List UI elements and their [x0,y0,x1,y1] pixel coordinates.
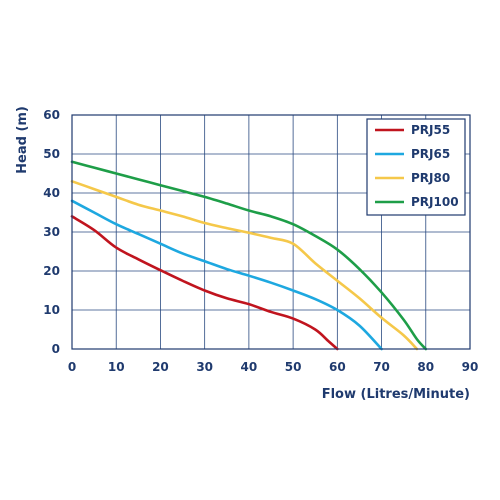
x-axis-title: Flow (Litres/Minute) [322,387,470,402]
x-tick-label: 10 [108,360,125,374]
y-tick-label: 50 [43,147,60,161]
x-tick-label: 50 [285,360,302,374]
x-tick-label: 70 [373,360,390,374]
legend-label-prj65: PRJ65 [411,147,450,161]
x-tick-label: 80 [417,360,434,374]
series-lines [70,160,428,351]
series-line-prj80 [70,180,419,351]
series-line-prj100 [70,160,428,351]
y-tick-label: 60 [43,108,60,122]
series-line-prj55 [70,215,339,351]
x-tick-label: 20 [152,360,169,374]
legend-label-prj55: PRJ55 [411,123,450,137]
y-tick-label: 10 [43,303,60,317]
legend-label-prj80: PRJ80 [411,171,450,185]
x-tick-label: 90 [462,360,479,374]
y-tick-label: 30 [43,225,60,239]
x-tick-label: 30 [196,360,213,374]
legend: PRJ55 PRJ65 PRJ80 PRJ100 [366,118,466,216]
y-tick-label: 0 [52,342,60,356]
y-tick-label: 20 [43,264,60,278]
legend-label-prj100: PRJ100 [411,195,459,209]
plot-frame [71,114,471,350]
y-tick-label: 40 [43,186,60,200]
y-axis-title: Head (m) [15,106,30,174]
x-tick-label: 40 [241,360,258,374]
x-tick-label: 60 [329,360,346,374]
tick-labels: 0 10 20 30 40 50 60 70 80 90 0 10 20 30 40 50 60 [43,108,478,374]
x-tick-label: 0 [68,360,76,374]
series-line-prj65 [70,199,383,351]
legend-box [366,118,466,216]
